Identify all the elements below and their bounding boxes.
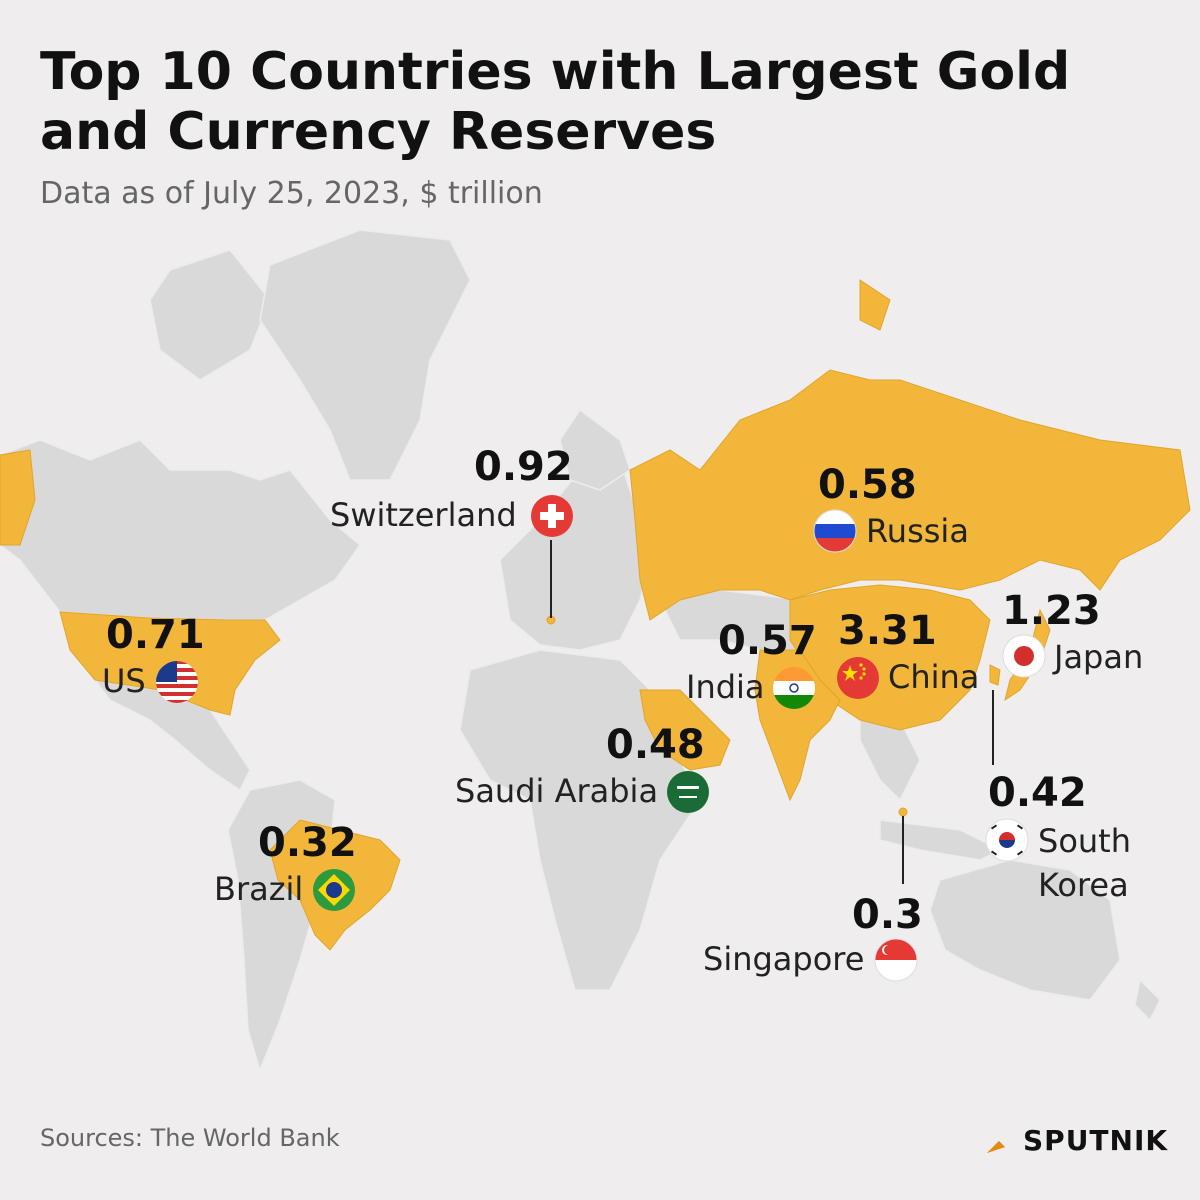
- label-brazil: Brazil: [214, 870, 304, 908]
- land-arctic-islands: [149, 249, 271, 381]
- label-china: China: [888, 658, 980, 696]
- sputnik-logo: SPUTNIK: [985, 1118, 1168, 1162]
- flag-switzerland-icon: [531, 495, 573, 537]
- value-switzerland: 0.92: [474, 444, 573, 490]
- label-russia: Russia: [866, 512, 969, 550]
- land-russia-north: [859, 279, 891, 331]
- label-south-korea-line1: South: [1038, 822, 1131, 860]
- land-africa: [459, 649, 701, 991]
- land-new-zealand: [1134, 978, 1161, 1022]
- value-russia: 0.58: [818, 462, 917, 508]
- flag-brazil-icon: [313, 869, 355, 911]
- sputnik-logo-icon: [987, 1127, 1013, 1153]
- land-scandinavia: [559, 408, 631, 491]
- source-note: Sources: The World Bank: [40, 1124, 340, 1152]
- page-subtitle: Data as of July 25, 2023, $ trillion: [40, 176, 543, 211]
- land-saudi-arabia: [639, 689, 731, 771]
- value-saudi-arabia: 0.48: [606, 722, 705, 768]
- page-title: Top 10 Countries with Largest Gold and C…: [40, 42, 1071, 162]
- land-russia: [629, 369, 1191, 621]
- land-canada: [0, 439, 362, 621]
- flag-us-icon: [156, 661, 198, 703]
- value-singapore: 0.3: [852, 892, 923, 938]
- flag-singapore-icon: [874, 938, 918, 982]
- label-switzerland: Switzerland: [330, 496, 517, 534]
- land-greenland: [259, 229, 471, 481]
- label-india: India: [686, 668, 765, 706]
- value-japan: 1.23: [1002, 588, 1101, 634]
- value-us: 0.71: [106, 612, 205, 658]
- land-indonesia: [879, 819, 1002, 861]
- flag-india-icon: [773, 667, 815, 709]
- value-brazil: 0.32: [258, 820, 357, 866]
- land-australia: [929, 859, 1121, 1001]
- flag-russia-icon: [813, 509, 857, 553]
- flag-china-icon: [837, 657, 879, 699]
- land-us-alaska: [0, 449, 36, 546]
- value-china: 3.31: [838, 608, 937, 654]
- value-south-korea: 0.42: [988, 770, 1087, 816]
- flag-saudi-arabia-icon: [667, 771, 709, 813]
- label-singapore: Singapore: [703, 940, 865, 978]
- label-japan: Japan: [1054, 638, 1144, 676]
- flag-south-korea-icon: [985, 818, 1029, 862]
- flag-japan-icon: [1002, 634, 1046, 678]
- label-us: US: [102, 662, 146, 700]
- value-india: 0.57: [718, 618, 817, 664]
- land-singapore: [898, 807, 908, 817]
- label-south-korea-line2: Korea: [1038, 866, 1129, 904]
- label-saudi-arabia: Saudi Arabia: [455, 772, 659, 810]
- brand-name: SPUTNIK: [1023, 1123, 1169, 1157]
- land-south-korea: [989, 664, 1001, 686]
